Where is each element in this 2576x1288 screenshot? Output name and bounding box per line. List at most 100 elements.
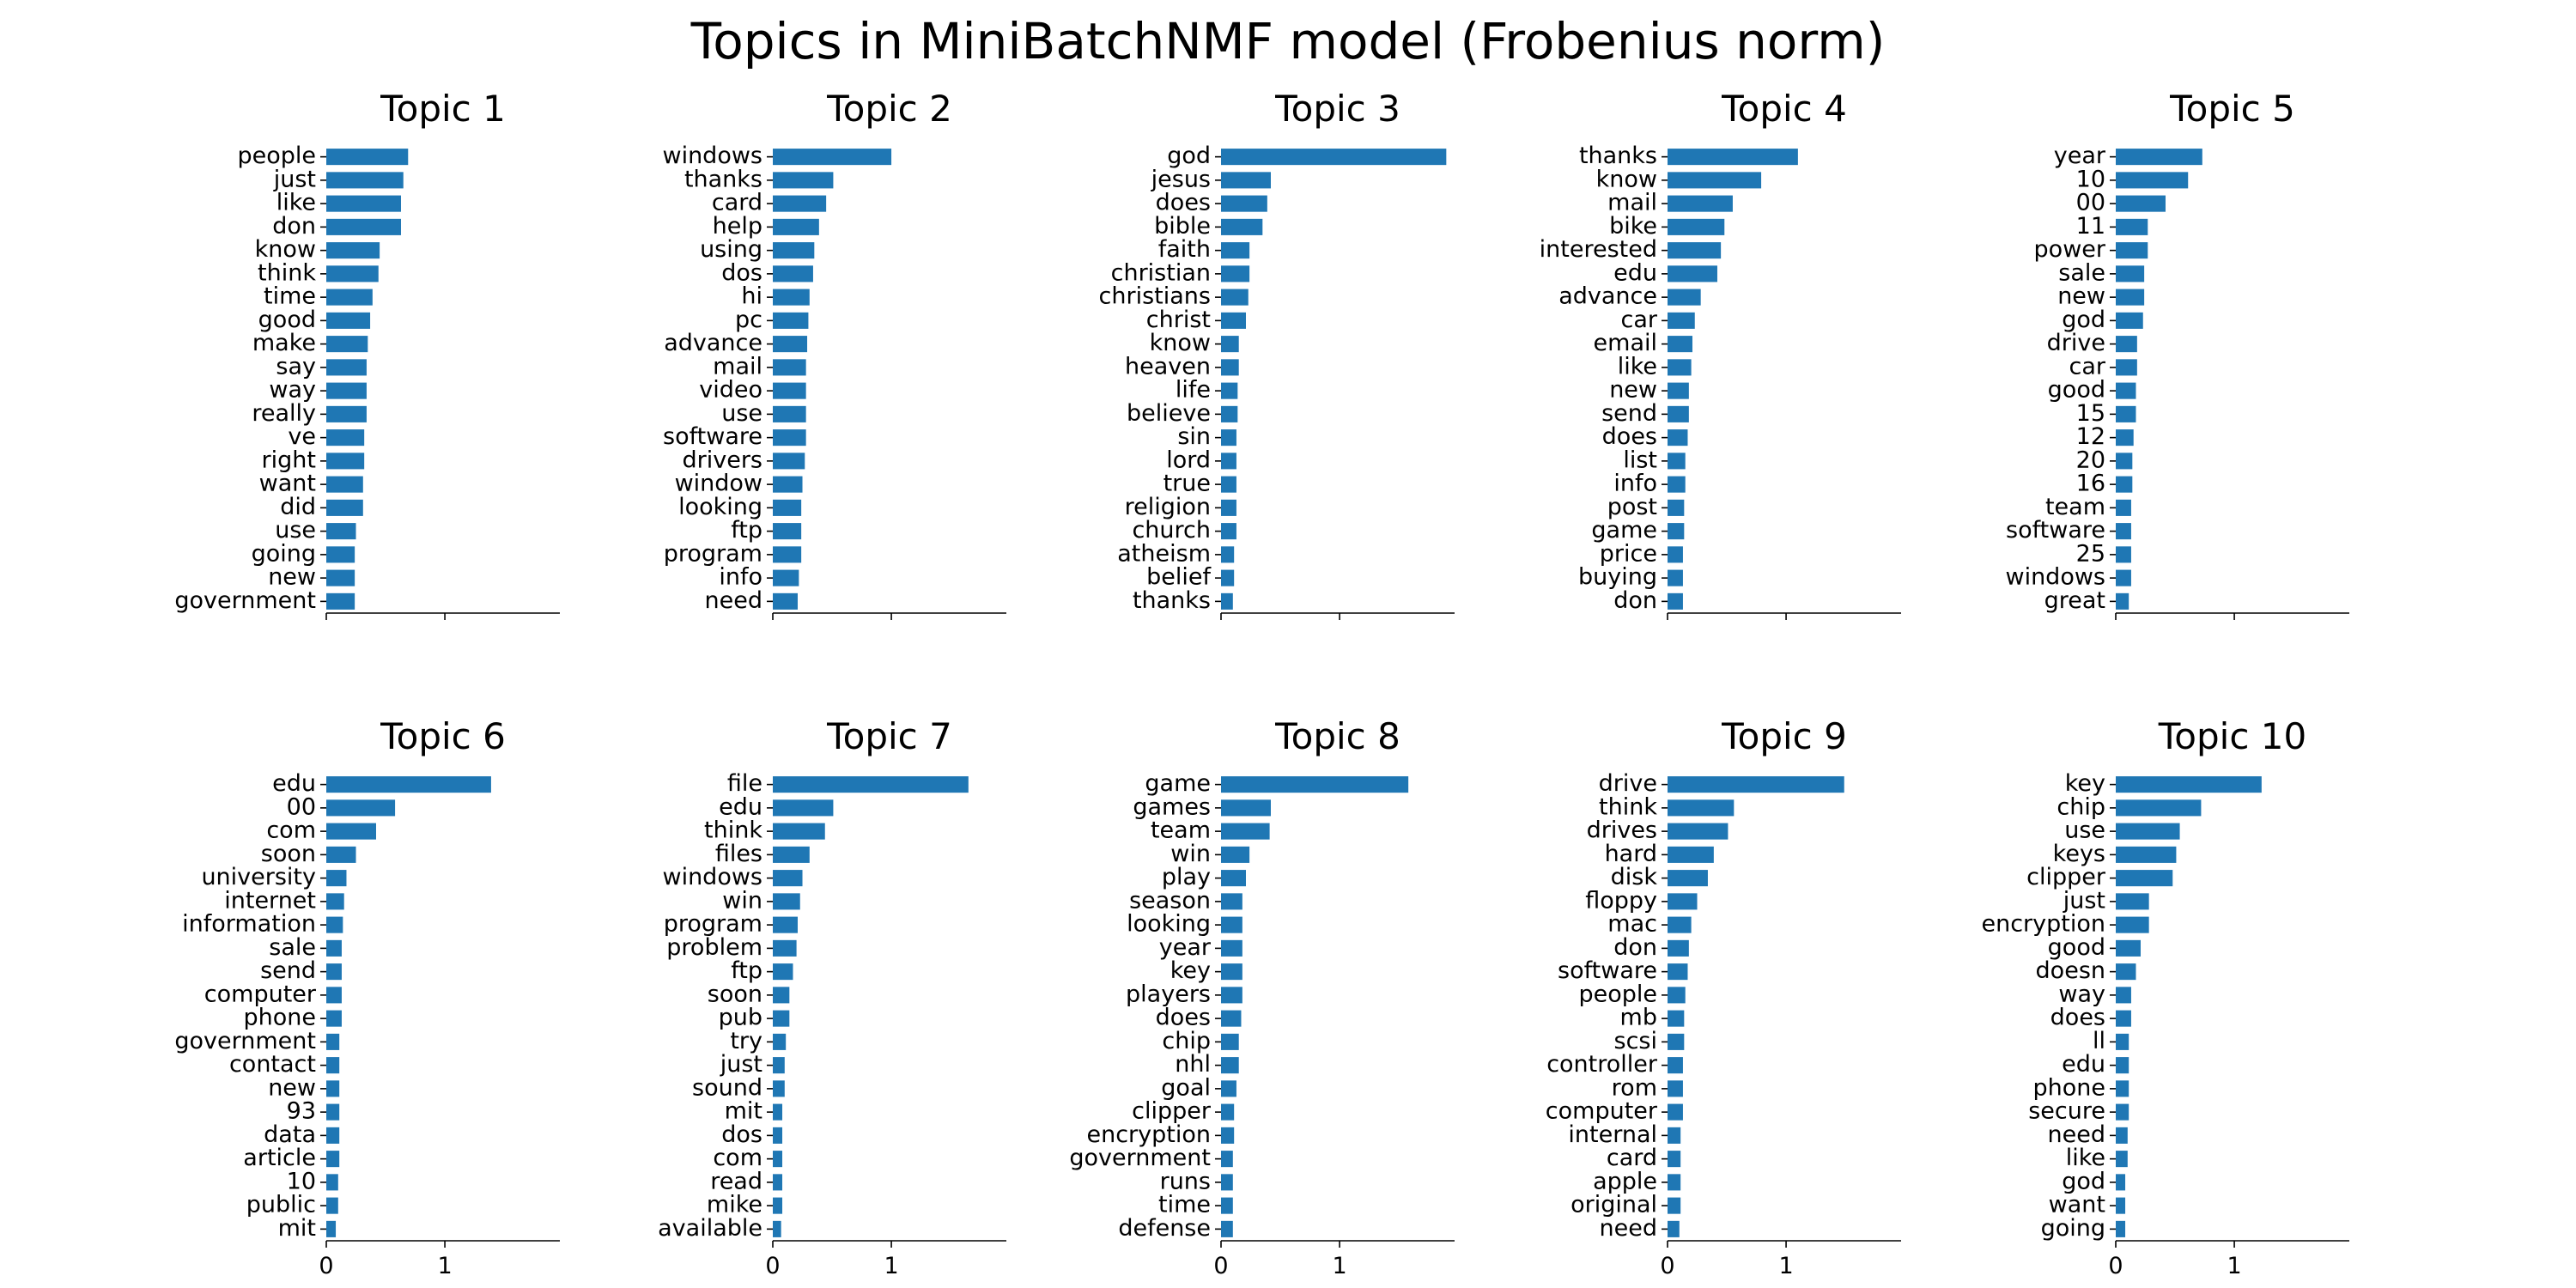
bar: [1221, 1197, 1233, 1214]
bar: [1221, 195, 1267, 212]
bar: [773, 1197, 783, 1214]
bar: [2116, 499, 2131, 516]
category-label: new: [2057, 283, 2105, 310]
bar: [773, 242, 815, 259]
bar: [1221, 382, 1238, 399]
bar: [1221, 359, 1239, 376]
bar: [1221, 1033, 1239, 1050]
category-label: phone: [2033, 1074, 2106, 1101]
bar: [1668, 846, 1714, 863]
subplot-title: Topic 6: [380, 715, 506, 757]
bar: [326, 1220, 337, 1237]
bar: [1668, 870, 1708, 887]
category-label: nhl: [1175, 1051, 1211, 1078]
category-label: way: [2058, 981, 2105, 1007]
category-label: send: [1601, 400, 1657, 427]
bar: [773, 963, 793, 981]
category-label: did: [280, 494, 316, 520]
bar: [1668, 1127, 1681, 1144]
bar: [1221, 870, 1246, 887]
category-label: jesus: [1151, 166, 1211, 192]
category-label: don: [272, 213, 316, 240]
bar: [1668, 893, 1698, 910]
category-label: car: [2069, 353, 2106, 380]
category-label: ftp: [731, 517, 762, 544]
category-label: make: [252, 330, 316, 356]
category-label: like: [2066, 1145, 2105, 1171]
category-label: secure: [2028, 1098, 2105, 1125]
category-label: key: [2065, 770, 2105, 797]
category-label: info: [719, 564, 762, 591]
category-label: buying: [1578, 564, 1657, 591]
bar: [1668, 195, 1733, 212]
bar: [773, 172, 834, 189]
category-label: windows: [662, 864, 762, 890]
bar: [1668, 546, 1683, 563]
category-label: software: [1558, 957, 1657, 984]
bar: [1221, 893, 1242, 910]
category-label: like: [1618, 353, 1657, 380]
bar: [773, 149, 892, 166]
category-label: software: [663, 423, 762, 450]
category-label: think: [1599, 793, 1657, 820]
bar: [1221, 499, 1236, 516]
bar: [1221, 1127, 1235, 1144]
bar: [773, 1033, 787, 1050]
bar: [2116, 289, 2145, 306]
bar: [773, 289, 810, 306]
bar: [773, 336, 808, 353]
bar: [326, 405, 367, 422]
category-label: runs: [1160, 1168, 1211, 1194]
bar: [773, 476, 803, 493]
bar: [2116, 963, 2136, 981]
category-label: 12: [2076, 423, 2105, 450]
subplot-title: Topic 7: [826, 715, 952, 757]
bar: [773, 1057, 785, 1074]
category-label: email: [1594, 330, 1657, 356]
category-label: edu: [1613, 259, 1657, 286]
category-label: good: [258, 307, 316, 333]
category-label: article: [243, 1145, 316, 1171]
bar: [2116, 312, 2143, 329]
bar: [2116, 939, 2141, 957]
bar: [2116, 149, 2202, 166]
bar: [326, 546, 355, 563]
subplot-title: Topic 9: [1721, 715, 1847, 757]
bar: [1221, 476, 1236, 493]
bar: [326, 939, 342, 957]
bar: [2116, 1220, 2126, 1237]
bar: [1668, 312, 1695, 329]
category-label: faith: [1158, 236, 1211, 263]
category-label: university: [201, 864, 316, 890]
bar: [1668, 799, 1735, 817]
category-label: public: [246, 1192, 316, 1218]
subplot-title: Topic 5: [2169, 88, 2295, 130]
bar: [2116, 823, 2180, 840]
bar: [326, 1103, 340, 1121]
category-label: use: [2064, 817, 2105, 844]
category-label: mike: [707, 1192, 762, 1218]
bar: [1668, 523, 1685, 540]
bar: [773, 429, 806, 447]
category-label: pc: [735, 307, 762, 333]
category-label: thanks: [1133, 587, 1211, 614]
bar: [326, 172, 404, 189]
bar: [2116, 569, 2131, 586]
category-label: just: [273, 166, 316, 192]
category-label: chip: [2057, 793, 2105, 820]
bar: [773, 799, 834, 817]
bar: [326, 987, 342, 1004]
bar: [1668, 823, 1728, 840]
category-label: 15: [2076, 400, 2105, 427]
category-label: mail: [713, 353, 762, 380]
category-label: pub: [719, 1005, 762, 1031]
bar: [2116, 195, 2166, 212]
bar: [326, 1010, 342, 1027]
category-label: does: [1602, 423, 1657, 450]
category-label: does: [1156, 1005, 1211, 1031]
bar: [326, 359, 367, 376]
category-label: heaven: [1125, 353, 1211, 380]
category-label: internal: [1568, 1121, 1657, 1148]
category-label: doesn: [2036, 957, 2105, 984]
